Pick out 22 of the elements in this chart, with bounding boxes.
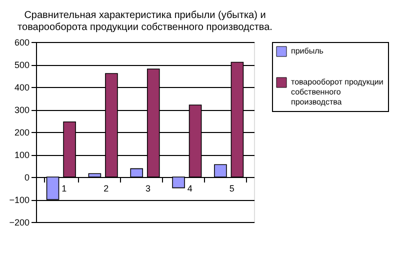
x-tick-label: 1 [62,184,67,194]
text: товарооборота продукции собственного производства. [18,22,272,33]
bar [88,173,102,178]
x-tick-label: 4 [187,184,192,194]
bar [214,164,227,178]
y-tick-label: −200 [9,218,30,228]
text: Сравнительная характеристика прибыли (убытка) и [24,10,266,21]
y-tick-label: 200 [14,128,30,138]
y-tick-label: 400 [14,82,30,92]
y-tick-label: 100 [14,150,30,160]
y-tick-label: 300 [14,105,30,115]
legend-label: товарооборот продукции собственного производства [291,78,384,106]
x-tick-label: 2 [104,184,109,194]
legend-label: прибыль [291,46,324,56]
y-tick-label: 0 [24,172,30,182]
y-tick-label: −100 [9,195,30,205]
x-tick-label: 5 [229,184,234,194]
y-tick-label: 600 [14,38,30,48]
bar [130,168,144,178]
y-tick-label: 500 [14,60,30,70]
bar [172,176,185,188]
x-tick-label: 3 [146,184,151,194]
